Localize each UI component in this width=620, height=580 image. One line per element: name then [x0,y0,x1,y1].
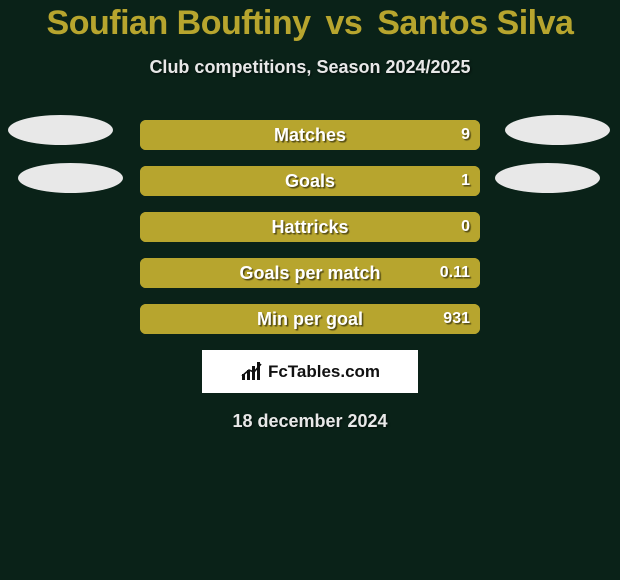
stat-row-hattricks: Hattricks 0 [140,212,480,242]
subtitle: Club competitions, Season 2024/2025 [0,57,620,78]
player2-name: Santos Silva [377,4,573,42]
stat-value: 1 [461,166,470,196]
avatar-right-2 [495,163,600,193]
comparison-card: Soufian Bouftiny vs Santos Silva Club co… [0,0,620,432]
player1-name: Soufian Bouftiny [47,4,311,42]
avatar-right-1 [505,115,610,145]
page-title: Soufian Bouftiny vs Santos Silva [0,0,620,43]
avatar-left-2 [18,163,123,193]
stat-row-gpm: Goals per match 0.11 [140,258,480,288]
stat-value: 9 [461,120,470,150]
stats-section: Matches 9 Goals 1 Hattricks 0 Goals per … [0,120,620,334]
stat-label: Min per goal [140,304,480,334]
stat-label: Matches [140,120,480,150]
stat-row-mpg: Min per goal 931 [140,304,480,334]
stat-label: Goals per match [140,258,480,288]
stat-row-goals: Goals 1 [140,166,480,196]
avatar-left-1 [8,115,113,145]
stat-bars: Matches 9 Goals 1 Hattricks 0 Goals per … [140,120,480,334]
brand-chart-icon [240,362,264,382]
brand-box[interactable]: FcTables.com [202,350,418,393]
brand-text: FcTables.com [268,362,380,382]
stat-value: 931 [443,304,470,334]
stat-value: 0.11 [440,258,470,288]
date-label: 18 december 2024 [0,411,620,432]
stat-label: Goals [140,166,480,196]
vs-label: vs [325,4,362,42]
stat-label: Hattricks [140,212,480,242]
stat-value: 0 [461,212,470,242]
stat-row-matches: Matches 9 [140,120,480,150]
